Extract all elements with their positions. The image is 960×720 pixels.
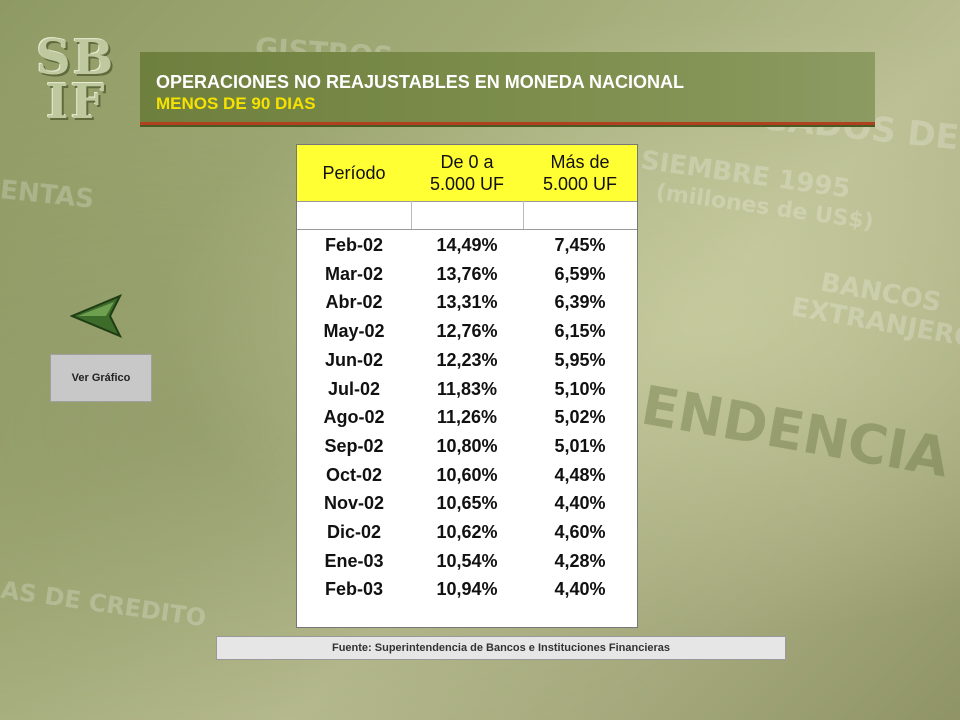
table-row: Feb-03 10,94% 4,40% <box>297 575 637 603</box>
header-de-0-a-5000-uf: De 0 a 5.000 UF <box>429 152 505 194</box>
table-spacer-row <box>297 201 637 230</box>
background-watermark: AS DE CREDITO <box>0 575 208 633</box>
sbif-logo: SB IF <box>32 30 132 130</box>
table-row: Ene-03 10,54% 4,28% <box>297 547 637 575</box>
rate-over-5000-uf-cell: 6,59% <box>554 263 606 284</box>
period-cell: Sep-02 <box>324 435 384 456</box>
rate-0-5000-uf-cell: 10,60% <box>436 464 498 485</box>
rate-over-5000-uf-cell: 5,01% <box>554 435 606 456</box>
rate-over-5000-uf-cell: 6,15% <box>554 321 606 342</box>
background-watermark: EXTRANJEROS <box>788 292 960 358</box>
rate-0-5000-uf-cell: 13,31% <box>436 292 498 313</box>
rate-0-5000-uf-cell: 10,65% <box>436 493 498 514</box>
rate-over-5000-uf-cell: 5,10% <box>554 378 606 399</box>
table-row: Jul-02 11,83% 5,10% <box>297 375 637 403</box>
table-row: May-02 12,76% 6,15% <box>297 317 637 345</box>
period-cell: Feb-03 <box>324 579 384 600</box>
period-cell: Dic-02 <box>326 522 382 542</box>
table-row: Feb-02 14,49% 7,45% <box>297 231 637 259</box>
table-header: Período De 0 a 5.000 UF Más de 5.000 UF <box>297 145 637 202</box>
header-periodo: Período <box>322 163 386 183</box>
table-row: Abr-02 13,31% 6,39% <box>297 288 637 316</box>
background-watermark: BANCOS <box>818 267 944 319</box>
table-row: Mar-02 13,76% 6,59% <box>297 260 637 288</box>
ver-grafico-button[interactable]: Ver Gráfico <box>50 354 152 402</box>
page-title: OPERACIONES NO REAJUSTABLES EN MONEDA NA… <box>156 72 685 92</box>
rate-0-5000-uf-cell: 10,80% <box>436 435 498 456</box>
rate-0-5000-uf-cell: 11,26% <box>436 407 498 428</box>
rate-over-5000-uf-cell: 4,48% <box>554 464 606 485</box>
rate-over-5000-uf-cell: 6,39% <box>554 292 606 313</box>
period-cell: Jun-02 <box>324 349 384 370</box>
period-cell: Mar-02 <box>324 263 384 284</box>
column-divider <box>523 201 524 229</box>
rate-0-5000-uf-cell: 10,94% <box>436 579 498 600</box>
background-watermark: SIEMBRE 1995 <box>638 145 853 205</box>
rate-over-5000-uf-cell: 4,60% <box>554 522 606 542</box>
table-row: Nov-02 10,65% 4,40% <box>297 489 637 517</box>
period-cell: Ene-03 <box>324 550 384 571</box>
period-cell: Oct-02 <box>325 464 383 485</box>
rate-0-5000-uf-cell: 12,76% <box>436 321 498 342</box>
table-row: Oct-02 10,60% 4,48% <box>297 461 637 489</box>
back-arrow-icon[interactable] <box>69 294 126 338</box>
logo-line-2: IF <box>46 74 107 130</box>
background-watermark: (millones de US$) <box>654 179 876 236</box>
rate-over-5000-uf-cell: 4,40% <box>554 493 606 514</box>
period-cell: Jul-02 <box>327 378 381 399</box>
source-note: Fuente: Superintendencia de Bancos e Ins… <box>216 636 786 660</box>
rate-0-5000-uf-cell: 10,54% <box>436 550 498 571</box>
rate-over-5000-uf-cell: 5,02% <box>554 407 606 428</box>
rate-over-5000-uf-cell: 4,40% <box>554 579 606 600</box>
rate-0-5000-uf-cell: 10,62% <box>436 522 498 542</box>
rate-0-5000-uf-cell: 13,76% <box>436 263 498 284</box>
data-table: Período De 0 a 5.000 UF Más de 5.000 UF … <box>296 144 638 628</box>
period-cell: Feb-02 <box>324 235 384 255</box>
table-row: Sep-02 10,80% 5,01% <box>297 432 637 460</box>
page-subtitle: MENOS DE 90 DIAS <box>156 94 316 113</box>
period-cell: Nov-02 <box>323 493 385 514</box>
rate-0-5000-uf-cell: 12,23% <box>436 349 498 370</box>
rate-0-5000-uf-cell: 11,83% <box>436 378 498 399</box>
rate-over-5000-uf-cell: 4,28% <box>554 550 606 571</box>
header-mas-de-5000-uf: Más de 5.000 UF <box>542 152 618 194</box>
rate-0-5000-uf-cell: 14,49% <box>436 235 498 255</box>
table-row: Dic-02 10,62% 4,60% <box>297 518 637 546</box>
rate-over-5000-uf-cell: 7,45% <box>554 235 606 255</box>
table-row: Ago-02 11,26% 5,02% <box>297 403 637 431</box>
table-row: Jun-02 12,23% 5,95% <box>297 346 637 374</box>
logo-line-1: SB <box>36 30 116 86</box>
background-watermark: ENDENCIA <box>636 373 954 490</box>
background-watermark: ENTAS <box>0 175 96 215</box>
title-bar: OPERACIONES NO REAJUSTABLES EN MONEDA NA… <box>140 52 875 125</box>
column-divider <box>411 201 412 229</box>
period-cell: May-02 <box>323 321 385 342</box>
rate-over-5000-uf-cell: 5,95% <box>554 349 606 370</box>
period-cell: Abr-02 <box>325 292 383 313</box>
period-cell: Ago-02 <box>323 407 385 428</box>
